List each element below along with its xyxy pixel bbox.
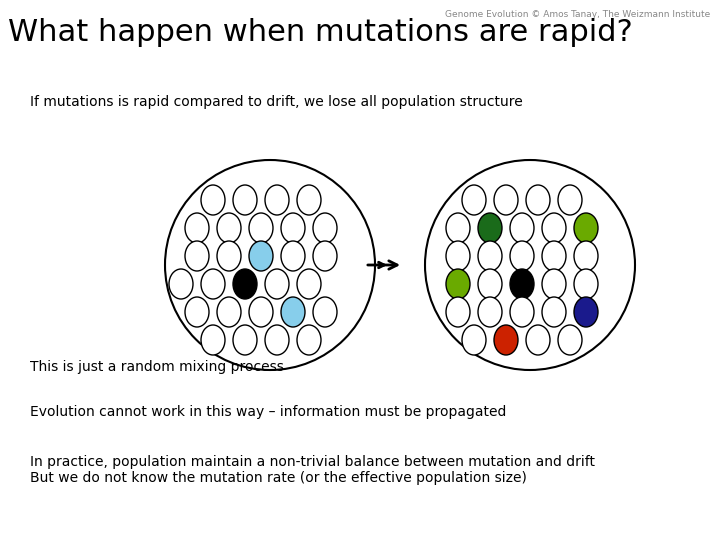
Ellipse shape xyxy=(526,325,550,355)
Ellipse shape xyxy=(478,241,502,271)
Ellipse shape xyxy=(185,297,209,327)
Ellipse shape xyxy=(217,297,241,327)
Ellipse shape xyxy=(169,269,193,299)
Ellipse shape xyxy=(265,269,289,299)
Ellipse shape xyxy=(297,325,321,355)
Ellipse shape xyxy=(249,213,273,243)
Ellipse shape xyxy=(542,297,566,327)
Ellipse shape xyxy=(542,241,566,271)
Ellipse shape xyxy=(217,213,241,243)
Ellipse shape xyxy=(446,213,470,243)
Ellipse shape xyxy=(313,241,337,271)
Ellipse shape xyxy=(233,269,257,299)
Ellipse shape xyxy=(185,241,209,271)
Ellipse shape xyxy=(510,213,534,243)
Ellipse shape xyxy=(574,213,598,243)
Ellipse shape xyxy=(265,325,289,355)
Ellipse shape xyxy=(249,241,273,271)
Ellipse shape xyxy=(217,241,241,271)
Text: Evolution cannot work in this way – information must be propagated: Evolution cannot work in this way – info… xyxy=(30,405,506,419)
Ellipse shape xyxy=(494,185,518,215)
Text: What happen when mutations are rapid?: What happen when mutations are rapid? xyxy=(8,18,633,47)
Ellipse shape xyxy=(446,241,470,271)
Ellipse shape xyxy=(313,297,337,327)
Ellipse shape xyxy=(558,185,582,215)
Text: This is just a random mixing process: This is just a random mixing process xyxy=(30,360,284,374)
Ellipse shape xyxy=(542,269,566,299)
Ellipse shape xyxy=(574,297,598,327)
Ellipse shape xyxy=(265,185,289,215)
Ellipse shape xyxy=(478,213,502,243)
Text: In practice, population maintain a non-trivial balance between mutation and drif: In practice, population maintain a non-t… xyxy=(30,455,595,485)
Ellipse shape xyxy=(233,325,257,355)
Ellipse shape xyxy=(281,213,305,243)
Ellipse shape xyxy=(510,241,534,271)
Ellipse shape xyxy=(526,185,550,215)
Ellipse shape xyxy=(574,269,598,299)
Ellipse shape xyxy=(297,185,321,215)
Ellipse shape xyxy=(446,297,470,327)
Ellipse shape xyxy=(201,269,225,299)
Ellipse shape xyxy=(542,213,566,243)
Ellipse shape xyxy=(510,297,534,327)
Ellipse shape xyxy=(233,185,257,215)
Ellipse shape xyxy=(313,213,337,243)
Ellipse shape xyxy=(185,213,209,243)
Text: Genome Evolution © Amos Tanay, The Weizmann Institute: Genome Evolution © Amos Tanay, The Weizm… xyxy=(445,10,710,19)
Ellipse shape xyxy=(494,325,518,355)
Ellipse shape xyxy=(510,269,534,299)
Ellipse shape xyxy=(249,297,273,327)
Ellipse shape xyxy=(574,241,598,271)
Ellipse shape xyxy=(446,269,470,299)
Ellipse shape xyxy=(281,297,305,327)
Ellipse shape xyxy=(558,325,582,355)
Ellipse shape xyxy=(281,241,305,271)
Ellipse shape xyxy=(478,269,502,299)
Ellipse shape xyxy=(478,297,502,327)
Ellipse shape xyxy=(462,325,486,355)
Ellipse shape xyxy=(201,325,225,355)
Ellipse shape xyxy=(462,185,486,215)
Text: If mutations is rapid compared to drift, we lose all population structure: If mutations is rapid compared to drift,… xyxy=(30,95,523,109)
Ellipse shape xyxy=(201,185,225,215)
Ellipse shape xyxy=(297,269,321,299)
